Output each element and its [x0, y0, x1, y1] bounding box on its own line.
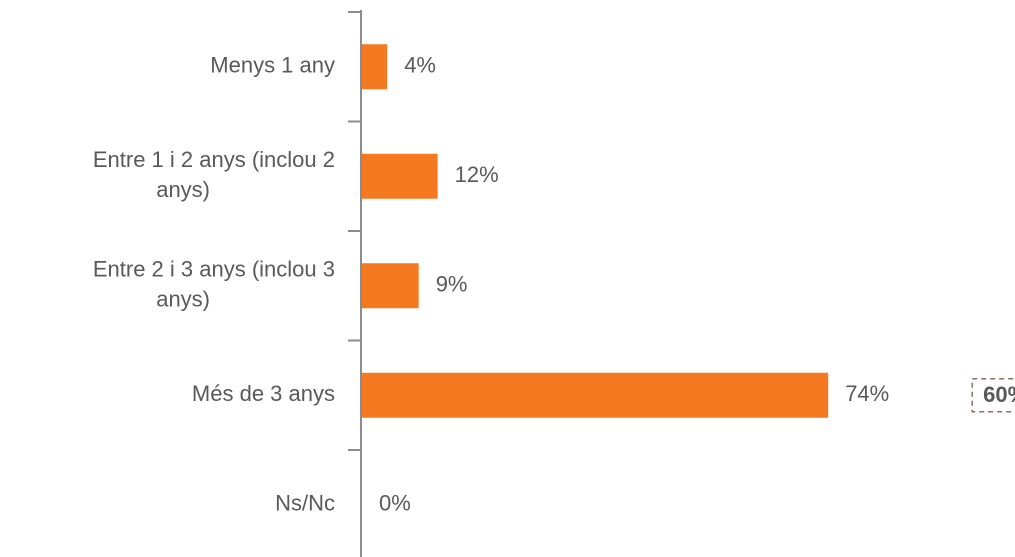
- highlight-label: 60%: [983, 382, 1015, 407]
- highlight-box: [971, 378, 1015, 413]
- data-label: 74%: [845, 381, 889, 406]
- category-label: Entre 1 i 2 anys (inclou 2: [93, 147, 335, 172]
- bar: [362, 263, 419, 309]
- data-label: 12%: [455, 162, 499, 187]
- category-label: anys): [156, 287, 210, 312]
- category-label: Més de 3 anys: [192, 381, 335, 406]
- bar: [362, 44, 388, 90]
- data-label: 0%: [379, 491, 411, 516]
- data-label: 4%: [404, 53, 436, 78]
- category-label: anys): [156, 177, 210, 202]
- category-label: Menys 1 any: [210, 53, 335, 78]
- category-label: Ns/Nc: [275, 491, 335, 516]
- bar: [362, 372, 829, 418]
- bar: [362, 153, 438, 199]
- data-label: 9%: [436, 272, 468, 297]
- category-label: Entre 2 i 3 anys (inclou 3: [93, 257, 335, 282]
